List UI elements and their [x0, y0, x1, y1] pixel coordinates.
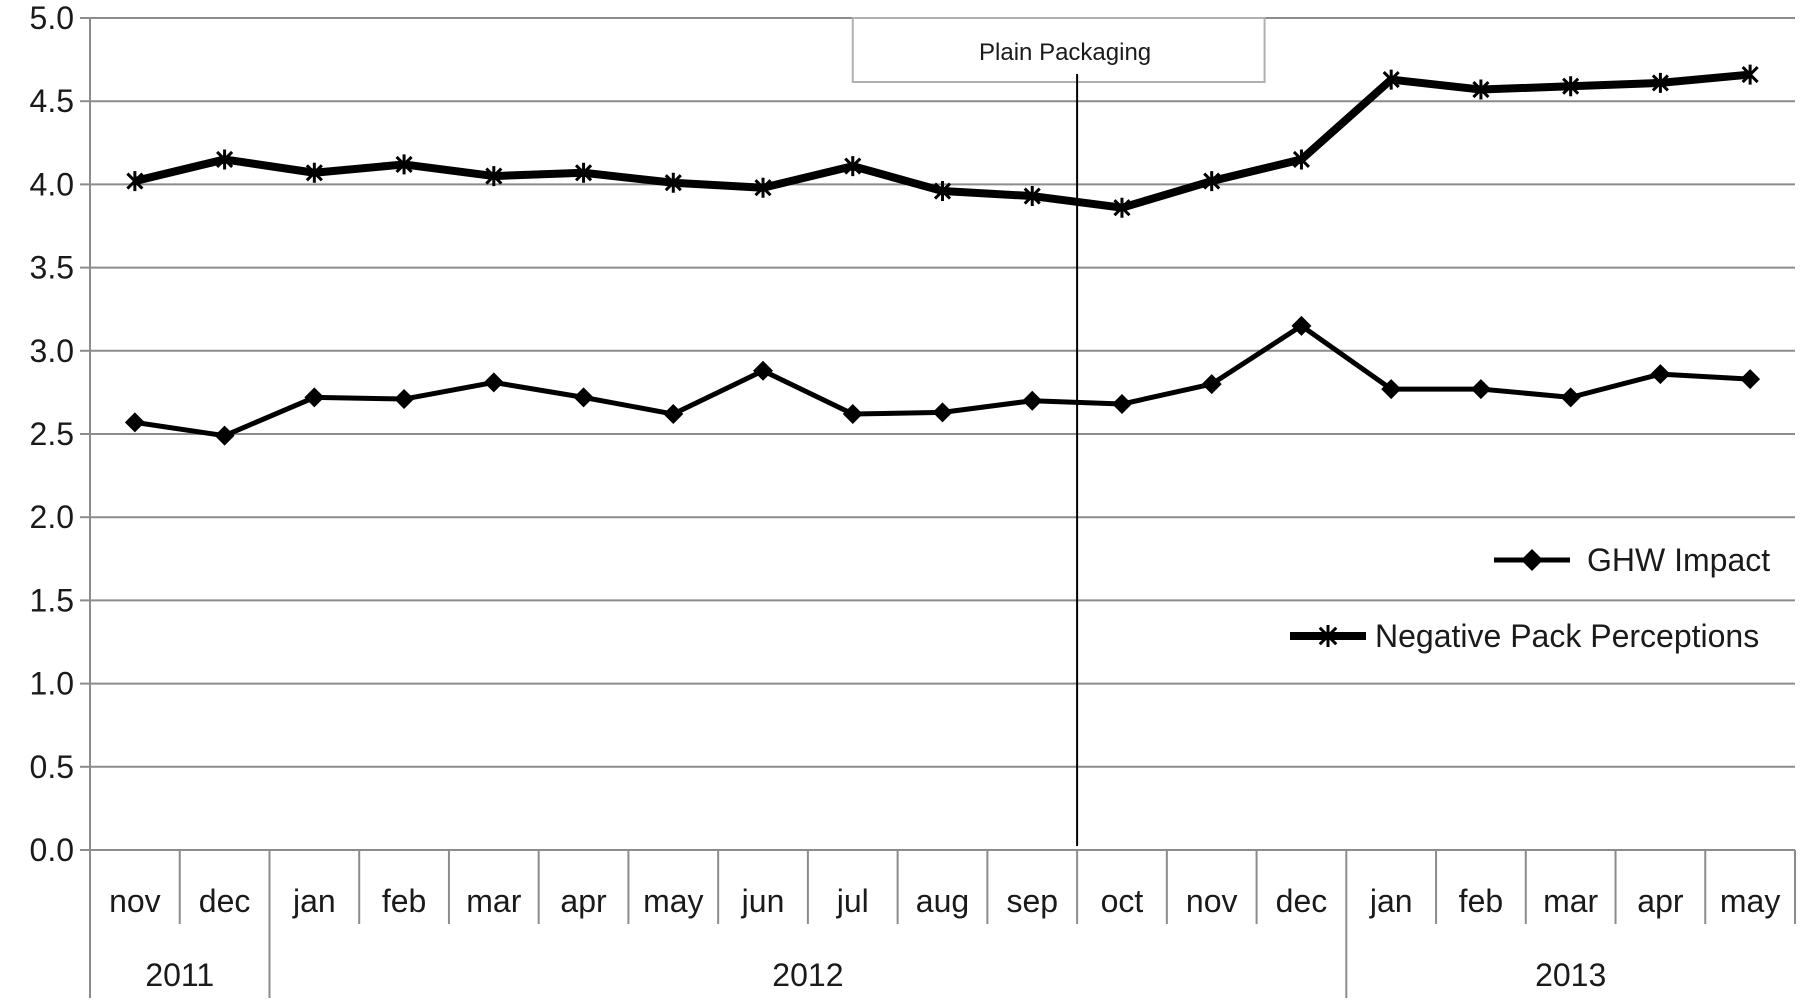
x-category-label: feb — [382, 883, 426, 919]
data-point-ghw-impact — [753, 360, 774, 381]
data-point-negative-pack-perceptions — [1382, 69, 1400, 90]
y-tick-label: 3.0 — [30, 333, 74, 369]
data-point-ghw-impact — [394, 389, 415, 410]
y-tick-label: 0.0 — [30, 832, 74, 868]
axes — [80, 17, 1796, 998]
data-point-ghw-impact — [214, 425, 235, 446]
data-point-ghw-impact — [1740, 369, 1761, 390]
data-point-negative-pack-perceptions — [1203, 171, 1221, 192]
data-point-ghw-impact — [124, 412, 145, 433]
data-point-negative-pack-perceptions — [1472, 79, 1490, 100]
x-category-label: mar — [466, 883, 521, 919]
x-category-label: dec — [199, 883, 251, 919]
data-point-ghw-impact — [1111, 394, 1132, 415]
x-category-label: jan — [1369, 883, 1413, 919]
legend-entry-negative-pack-perceptions: Negative Pack Perceptions — [1290, 618, 1759, 654]
data-point-negative-pack-perceptions — [126, 171, 144, 192]
data-point-ghw-impact — [304, 387, 325, 408]
data-point-negative-pack-perceptions — [216, 149, 234, 170]
x-category-label: jun — [741, 883, 785, 919]
data-point-negative-pack-perceptions — [754, 177, 772, 198]
y-tick-label: 3.5 — [30, 250, 74, 286]
y-tick-label: 2.5 — [30, 416, 74, 452]
x-year-label: 2011 — [145, 957, 214, 993]
x-category-label: mar — [1543, 883, 1598, 919]
data-point-ghw-impact — [1022, 390, 1043, 411]
data-point-ghw-impact — [1470, 379, 1491, 400]
series-ghw-impact — [124, 315, 1761, 446]
annotation-label: Plain Packaging — [979, 39, 1151, 66]
y-tick-label: 1.0 — [30, 666, 74, 702]
data-point-ghw-impact — [663, 404, 684, 425]
x-year-label: 2012 — [772, 957, 843, 993]
gridlines — [90, 17, 1795, 768]
series-negative-pack-perceptions — [126, 64, 1759, 218]
data-point-ghw-impact — [483, 372, 504, 393]
data-point-negative-pack-perceptions — [1741, 64, 1759, 85]
x-category-label: sep — [1006, 883, 1058, 919]
x-category-labels: nov dec jan feb mar apr may jun jul aug sep oct nov d… — [109, 883, 1780, 919]
data-point-negative-pack-perceptions — [1023, 186, 1041, 207]
legend: GHW Impact Negative Pack Perceptions — [1290, 542, 1770, 654]
legend-entry-ghw-impact: GHW Impact — [1494, 542, 1770, 578]
x-category-label: apr — [1637, 883, 1684, 919]
data-point-ghw-impact — [1201, 374, 1222, 395]
data-point-ghw-impact — [932, 402, 953, 423]
x-category-label: jan — [292, 883, 336, 919]
data-point-negative-pack-perceptions — [844, 156, 862, 177]
y-tick-label: 2.0 — [30, 499, 74, 535]
data-point-negative-pack-perceptions — [305, 162, 323, 183]
legend-marker-asterisk — [1318, 625, 1338, 647]
x-category-label: nov — [109, 883, 161, 919]
x-category-label: may — [1720, 883, 1780, 919]
data-point-negative-pack-perceptions — [574, 162, 593, 183]
data-point-negative-pack-perceptions — [1113, 197, 1131, 218]
series — [124, 64, 1761, 446]
data-point-ghw-impact — [573, 387, 594, 408]
plain-packaging-annotation: Plain Packaging — [851, 17, 1266, 846]
data-point-negative-pack-perceptions — [1292, 149, 1311, 170]
x-year-labels: 2011 2012 2013 — [145, 957, 1606, 993]
y-tick-labels: 0.0 0.5 1.0 1.5 2.0 2.5 3.0 3.5 4.0 4.5 5.0 — [30, 0, 74, 868]
legend-marker-diamond — [1521, 549, 1543, 571]
data-point-ghw-impact — [1291, 315, 1312, 336]
y-tick-label: 1.5 — [30, 582, 74, 618]
x-year-label: 2013 — [1535, 957, 1606, 993]
data-point-negative-pack-perceptions — [485, 166, 503, 187]
x-category-label: aug — [916, 883, 969, 919]
data-point-ghw-impact — [1650, 364, 1671, 385]
data-point-negative-pack-perceptions — [1651, 72, 1669, 93]
data-point-ghw-impact — [1560, 387, 1581, 408]
legend-label-negative-pack-perceptions: Negative Pack Perceptions — [1375, 618, 1759, 654]
y-tick-label: 5.0 — [30, 0, 74, 36]
legend-label-ghw-impact: GHW Impact — [1587, 542, 1770, 578]
y-tick-label: 4.0 — [30, 166, 74, 202]
data-point-negative-pack-perceptions — [664, 172, 682, 193]
y-tick-label: 0.5 — [30, 749, 74, 785]
annotation-box — [851, 17, 1266, 83]
x-category-label: dec — [1276, 883, 1328, 919]
data-point-negative-pack-perceptions — [933, 181, 952, 202]
data-point-ghw-impact — [1381, 379, 1402, 400]
data-point-negative-pack-perceptions — [1562, 76, 1580, 97]
x-category-label: feb — [1459, 883, 1503, 919]
x-category-label: jul — [836, 883, 869, 919]
x-category-label: apr — [560, 883, 607, 919]
data-point-negative-pack-perceptions — [395, 154, 413, 175]
x-category-label: oct — [1101, 883, 1144, 919]
x-category-label: nov — [1186, 883, 1238, 919]
y-tick-label: 4.5 — [30, 83, 74, 119]
x-category-label: may — [643, 883, 703, 919]
data-point-ghw-impact — [842, 404, 863, 425]
